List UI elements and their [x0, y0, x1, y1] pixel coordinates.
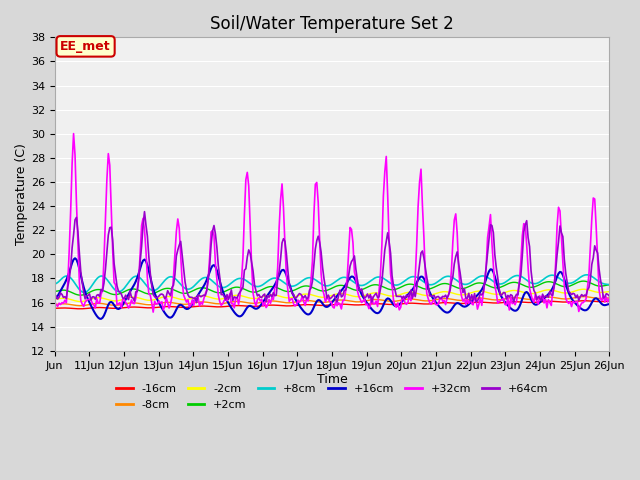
+2cm [51, 288, 59, 294]
+16cm [604, 301, 612, 307]
-2cm [77, 299, 84, 304]
+32cm [605, 296, 613, 301]
+8cm [51, 281, 59, 287]
+16cm [605, 301, 613, 307]
-2cm [605, 289, 613, 295]
+16cm [88, 306, 96, 312]
-8cm [447, 296, 455, 302]
+8cm [70, 278, 77, 284]
-8cm [88, 301, 96, 307]
+64cm [531, 290, 539, 296]
-2cm [579, 287, 587, 292]
+16cm [531, 302, 539, 308]
-2cm [88, 296, 96, 301]
-2cm [70, 298, 77, 303]
+8cm [530, 281, 538, 287]
Line: +8cm: +8cm [55, 275, 609, 292]
+8cm [582, 272, 590, 278]
+2cm [530, 284, 538, 290]
+32cm [339, 298, 347, 303]
+64cm [449, 274, 457, 280]
+2cm [70, 290, 77, 296]
+16cm [339, 286, 347, 292]
-16cm [580, 298, 588, 304]
+8cm [337, 275, 345, 281]
+8cm [447, 274, 455, 280]
-8cm [579, 294, 587, 300]
+2cm [88, 288, 96, 294]
+16cm [71, 255, 79, 261]
Text: EE_met: EE_met [60, 40, 111, 53]
+64cm [193, 300, 200, 305]
+8cm [88, 282, 96, 288]
-2cm [447, 290, 455, 296]
Line: +16cm: +16cm [55, 258, 609, 319]
+64cm [51, 291, 59, 297]
+64cm [605, 293, 613, 299]
-16cm [447, 300, 455, 306]
+2cm [604, 282, 612, 288]
-8cm [77, 303, 84, 309]
-2cm [51, 296, 59, 302]
+32cm [71, 152, 79, 158]
+64cm [141, 209, 148, 215]
Line: +2cm: +2cm [55, 281, 609, 295]
Line: -8cm: -8cm [55, 297, 609, 306]
Line: +32cm: +32cm [55, 133, 609, 312]
-8cm [70, 302, 77, 308]
-2cm [604, 289, 612, 295]
+16cm [70, 257, 77, 263]
+32cm [70, 131, 77, 136]
-16cm [337, 301, 345, 307]
-16cm [70, 306, 77, 312]
-16cm [88, 305, 96, 311]
Legend: -16cm, -8cm, -2cm, +2cm, +8cm, +16cm, +32cm, +64cm: -16cm, -8cm, -2cm, +2cm, +8cm, +16cm, +3… [111, 380, 552, 414]
-16cm [605, 299, 613, 304]
+8cm [604, 282, 612, 288]
+32cm [51, 299, 59, 304]
-2cm [530, 290, 538, 296]
X-axis label: Time: Time [317, 373, 348, 386]
+2cm [579, 278, 587, 284]
+8cm [605, 282, 613, 288]
+32cm [449, 239, 457, 245]
+16cm [51, 296, 59, 302]
+8cm [80, 289, 88, 295]
-16cm [604, 299, 612, 304]
+16cm [449, 305, 457, 311]
-16cm [76, 306, 83, 312]
+32cm [88, 300, 96, 306]
+2cm [77, 292, 84, 298]
+32cm [149, 309, 157, 315]
Line: -2cm: -2cm [55, 289, 609, 301]
+64cm [70, 232, 77, 238]
-8cm [51, 301, 59, 307]
+2cm [337, 282, 345, 288]
Line: -16cm: -16cm [55, 301, 609, 309]
+64cm [339, 293, 347, 299]
Line: +64cm: +64cm [55, 212, 609, 302]
+16cm [97, 316, 105, 322]
-16cm [51, 305, 59, 311]
-8cm [604, 295, 612, 301]
+2cm [447, 282, 455, 288]
-2cm [337, 290, 345, 296]
Title: Soil/Water Temperature Set 2: Soil/Water Temperature Set 2 [210, 15, 454, 33]
-8cm [337, 297, 345, 303]
+2cm [605, 282, 613, 288]
-16cm [530, 300, 538, 305]
-8cm [605, 295, 613, 301]
Y-axis label: Temperature (C): Temperature (C) [15, 143, 28, 245]
+64cm [604, 291, 612, 297]
-8cm [530, 297, 538, 302]
+32cm [531, 291, 539, 297]
+32cm [604, 299, 612, 305]
+64cm [87, 297, 95, 303]
